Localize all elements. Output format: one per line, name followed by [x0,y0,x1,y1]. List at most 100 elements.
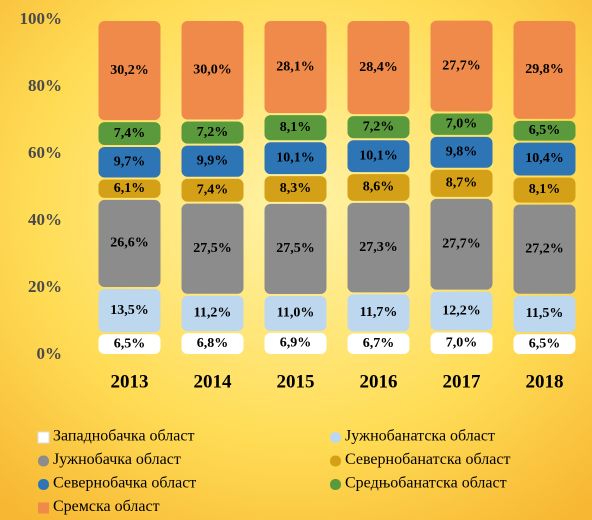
data-label: 11,2% [194,306,232,321]
bar-segment [347,294,410,332]
bar-segment [430,291,493,331]
bar-segment [98,179,161,198]
x-tick-label: 2013 [111,371,149,392]
bar-segment [264,296,327,331]
bar-segment [513,204,576,294]
data-label: 28,1% [276,59,315,74]
data-label: 28,4% [359,60,398,75]
y-tick-label: 60% [28,143,62,162]
data-label: 27,5% [276,241,315,256]
data-label: 30,2% [110,63,149,78]
y-tick-label: 80% [28,76,62,95]
bar-segment [347,202,410,293]
legend-marker [38,455,49,467]
x-tick-label: 2016 [360,371,398,392]
data-label: 6,9% [280,336,312,351]
data-label: 8,6% [363,180,395,195]
bar-segment [98,146,161,178]
data-label: 7,4% [114,126,146,141]
data-label: 29,8% [525,62,564,77]
x-tick-label: 2017 [443,371,482,392]
data-label: 27,3% [359,240,398,255]
bar-segment [513,120,576,141]
bar-segment [347,140,410,173]
data-label: 10,1% [359,148,398,163]
data-label: 30,0% [193,62,232,77]
data-label: 7,0% [446,335,478,350]
x-tick-label: 2015 [277,371,315,392]
legend-label: Западнобачка област [53,428,194,445]
legend-label: Јужнобачка област [53,451,181,468]
bar-segment [430,113,493,135]
bar-segment [98,122,161,145]
data-label: 13,5% [110,303,149,318]
y-tick-label: 20% [28,277,62,296]
data-label: 8,1% [529,182,561,197]
legend-label: Сремска област [53,498,160,515]
data-label: 8,7% [446,176,478,191]
bar-segment [264,332,327,354]
bar-segment [264,115,327,141]
data-label: 9,7% [114,154,146,169]
y-tick-label: 0% [37,344,63,363]
data-label: 11,0% [277,306,315,321]
data-label: 11,5% [526,306,564,321]
data-label: 7,2% [197,125,229,140]
data-label: 27,5% [193,241,232,256]
bar-segment [347,333,410,354]
legend-marker [330,455,341,467]
data-label: 7,0% [446,116,478,131]
bar-segment [513,21,576,119]
data-label: 10,1% [276,150,315,165]
bar-segment [513,295,576,333]
data-label: 27,7% [442,58,481,73]
bar-segment [264,203,327,295]
data-label: 9,8% [446,145,478,160]
data-label: 10,4% [525,151,564,166]
data-label: 6,1% [114,181,146,196]
bar-segment [430,20,493,112]
data-label: 27,7% [442,237,481,252]
data-label: 12,2% [442,303,481,318]
legend-marker [330,432,341,443]
data-label: 8,3% [280,181,312,196]
legend-marker [330,479,341,490]
data-label: 9,9% [197,153,229,168]
legend-marker [38,502,49,514]
bar-segment [430,136,493,168]
bar-segment [430,198,493,290]
bar-segment [181,21,244,120]
legend-marker [38,479,49,490]
data-label: 6,7% [363,336,395,351]
bar-segment [181,178,244,202]
y-tick-label: 40% [28,210,62,229]
bar-segment [181,203,244,294]
bar-segment [98,289,161,333]
data-label: 6,5% [114,336,146,351]
bar-segment [347,21,410,115]
bar-segment [264,176,327,202]
bar-segment [264,21,327,114]
data-label: 8,1% [280,120,312,135]
bar-segment [98,334,161,354]
bar-segment [181,145,244,177]
bar-segment [98,199,161,287]
data-label: 6,5% [529,336,561,351]
x-tick-label: 2018 [526,371,564,392]
bar-segment [513,334,576,354]
legend-label: Средњобанатска област [345,475,507,492]
data-label: 7,2% [363,119,395,134]
bar-segment [181,121,244,144]
data-label: 27,2% [525,241,564,256]
legend-label: Јужнобанатска област [345,428,495,445]
data-label: 6,5% [529,123,561,138]
legend-marker [37,431,50,444]
data-label: 7,4% [197,182,229,197]
bar-segment [347,174,410,201]
data-label: 6,8% [197,336,229,351]
bar-segment [347,116,410,139]
legend-label: Севернобачка област [53,475,196,492]
bar-segment [181,333,244,354]
legend-label: Севернобанатска област [345,451,510,468]
